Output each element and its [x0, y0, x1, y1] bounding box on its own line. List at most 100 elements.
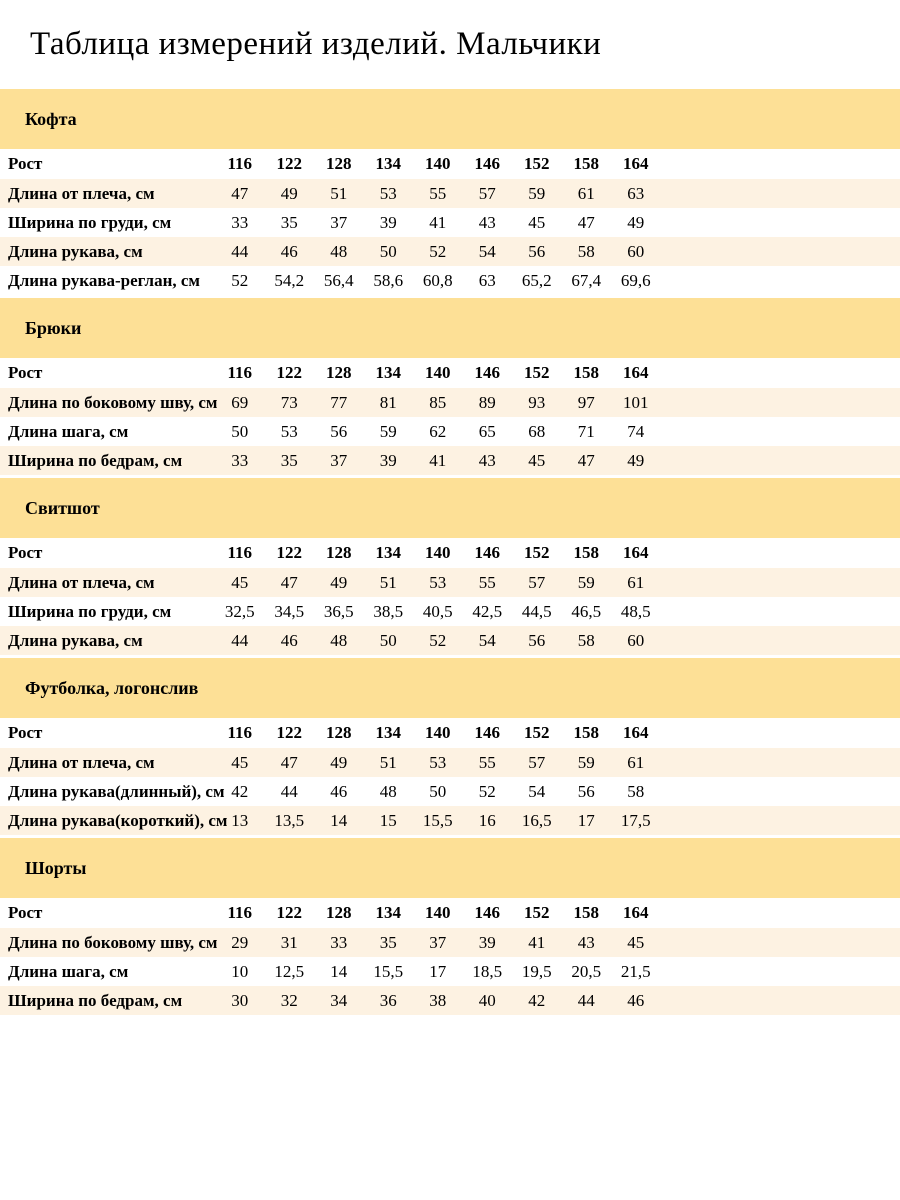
measurement-value: 62 — [429, 421, 447, 441]
measurement-label: Длина шага, см — [8, 961, 129, 981]
height-value: 134 — [375, 363, 402, 382]
height-value: 122 — [276, 543, 303, 562]
measurement-value: 35 — [280, 212, 298, 232]
measurement-label: Длина рукава, см — [8, 630, 143, 650]
size-header-row: Рост 116 122 128 134 140 146 152 158 164 — [0, 718, 900, 748]
height-value: 128 — [326, 543, 352, 562]
measurement-label: Длина от плеча, см — [8, 183, 155, 203]
section-title: Футболка, логонслив — [25, 677, 199, 698]
measurement-value: 42 — [231, 781, 249, 801]
measurement-value: 58,6 — [373, 270, 404, 290]
measurement-value: 49 — [627, 212, 645, 232]
height-value: 140 — [425, 154, 451, 173]
measurement-value: 40 — [478, 990, 496, 1010]
height-value: 134 — [375, 543, 402, 562]
measurement-row: Длина от плеча, см 45 47 49 51 53 55 57 59 61 — [0, 568, 900, 597]
height-value: 146 — [474, 903, 501, 922]
measurement-value: 21,5 — [620, 961, 651, 981]
measurement-table-page: Таблица измерений изделий. Мальчики Кофт… — [0, 26, 900, 1015]
measurement-value: 10 — [231, 961, 249, 981]
height-row-label: Рост — [8, 723, 43, 742]
height-value: 116 — [227, 363, 253, 382]
measurement-label: Длина от плеча, см — [8, 572, 155, 592]
measurement-value: 43 — [478, 212, 496, 232]
measurement-value: 19,5 — [521, 961, 552, 981]
measurement-value: 36 — [379, 990, 397, 1010]
measurement-value: 45 — [231, 572, 249, 592]
measurement-value: 33 — [330, 932, 348, 952]
measurement-value: 52 — [429, 241, 447, 261]
section-header: Брюки — [0, 298, 900, 358]
measurement-label: Ширина по груди, см — [8, 212, 172, 232]
measurement-value: 71 — [577, 421, 595, 441]
measurement-value: 54 — [478, 241, 496, 261]
measurement-row: Ширина по груди, см 33 35 37 39 41 43 45 47 49 — [0, 208, 900, 237]
measurement-value: 46 — [627, 990, 645, 1010]
measurement-value: 63 — [478, 270, 496, 290]
measurement-label: Длина от плеча, см — [8, 752, 155, 772]
height-value: 134 — [375, 154, 402, 173]
measurement-value: 65,2 — [521, 270, 552, 290]
measurement-value: 47 — [280, 752, 298, 772]
product-section: Свитшот Рост 116 122 128 134 140 146 152 158 164 Дл… — [0, 478, 900, 655]
measurement-row: Длина от плеча, см 45 47 49 51 53 55 57 59 61 — [0, 748, 900, 777]
height-value: 152 — [524, 363, 550, 382]
height-value: 122 — [276, 723, 303, 742]
measurement-value: 101 — [623, 392, 649, 412]
measurement-value: 31 — [280, 932, 298, 952]
measurement-value: 52 — [478, 781, 496, 801]
measurement-value: 45 — [528, 212, 546, 232]
section-header: Кофта — [0, 89, 900, 149]
height-value: 152 — [524, 723, 550, 742]
measurement-value: 46 — [330, 781, 348, 801]
height-value: 140 — [425, 543, 451, 562]
measurement-value: 50 — [231, 421, 249, 441]
measurement-value: 56 — [330, 421, 348, 441]
height-value: 140 — [425, 363, 451, 382]
measurement-value: 50 — [379, 630, 397, 650]
measurement-row: Длина от плеча, см 47 49 51 53 55 57 59 61 63 — [0, 179, 900, 208]
measurement-value: 59 — [577, 752, 595, 772]
measurement-value: 46 — [280, 630, 298, 650]
measurement-value: 44 — [577, 990, 595, 1010]
measurement-value: 38,5 — [373, 601, 404, 621]
measurement-value: 81 — [379, 392, 397, 412]
height-value: 164 — [623, 543, 649, 562]
measurement-value: 48 — [379, 781, 397, 801]
measurement-label: Длина по боковому шву, см — [8, 932, 218, 952]
measurement-value: 53 — [429, 752, 447, 772]
measurement-value: 63 — [627, 183, 645, 203]
measurement-value: 42,5 — [472, 601, 503, 621]
measurement-value: 47 — [280, 572, 298, 592]
measurement-value: 51 — [330, 183, 348, 203]
measurement-value: 38 — [429, 990, 447, 1010]
measurement-value: 41 — [528, 932, 546, 952]
height-row-label: Рост — [8, 154, 43, 173]
measurement-value: 14 — [330, 810, 348, 830]
measurement-value: 14 — [330, 961, 348, 981]
height-value: 116 — [227, 543, 253, 562]
measurement-row: Длина рукава-реглан, см 52 54,2 56,4 58,6 60,… — [0, 266, 900, 295]
height-value: 146 — [474, 154, 501, 173]
measurement-label: Длина рукава(короткий), см — [8, 810, 228, 830]
height-value: 134 — [375, 723, 402, 742]
measurement-value: 56 — [577, 781, 595, 801]
measurement-value: 41 — [429, 450, 447, 470]
measurement-value: 16,5 — [521, 810, 552, 830]
height-row-label: Рост — [8, 543, 43, 562]
measurement-label: Ширина по бедрам, см — [8, 450, 183, 470]
measurement-value: 61 — [627, 752, 645, 772]
measurement-value: 16 — [478, 810, 496, 830]
measurement-value: 58 — [627, 781, 645, 801]
measurement-value: 34,5 — [274, 601, 305, 621]
measurement-value: 69 — [231, 392, 249, 412]
measurement-row: Ширина по бедрам, см 33 35 37 39 41 43 45 47 49 — [0, 446, 900, 475]
measurement-label: Длина по боковому шву, см — [8, 392, 218, 412]
height-value: 152 — [524, 543, 550, 562]
measurement-value: 13,5 — [274, 810, 305, 830]
measurement-value: 54,2 — [274, 270, 305, 290]
height-value: 158 — [573, 543, 600, 562]
measurement-value: 36,5 — [323, 601, 354, 621]
measurement-value: 67,4 — [571, 270, 602, 290]
size-header-row: Рост 116 122 128 134 140 146 152 158 164 — [0, 149, 900, 179]
